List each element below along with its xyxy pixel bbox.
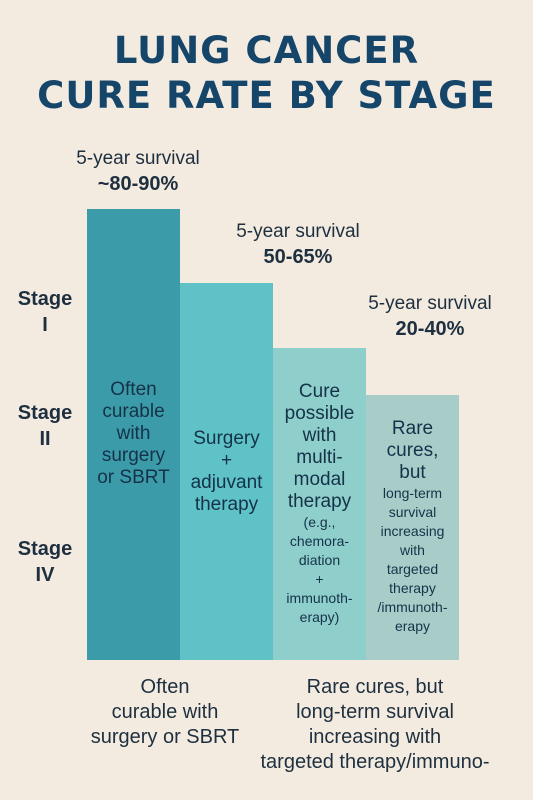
bar-small-text: /immunoth-: [377, 599, 448, 616]
bar-small-text: (e.g.,: [303, 514, 336, 531]
stage-word: Stage: [17, 538, 73, 560]
bar-small-text: therapy: [389, 580, 436, 597]
note-line: increasing with: [308, 726, 442, 748]
bar-text: multi-: [296, 447, 343, 469]
page-title: LUNG CANCER CURE RATE BY STAGE: [0, 28, 533, 118]
stage-word: Stage: [17, 402, 73, 424]
note-line: Rare cures, but: [306, 676, 444, 698]
note-line: curable with: [111, 701, 219, 723]
bar-small-text: with: [400, 542, 425, 559]
bottom-note-late: Rare cures, but long-term survival incre…: [230, 675, 520, 775]
bar-stage-1: Often curable with surgery or SBRT: [87, 208, 180, 660]
bar-small-text: immunoth-: [286, 590, 353, 607]
bar-text: with: [116, 423, 151, 445]
stage-numeral: I: [42, 314, 48, 336]
bar-text: curable: [102, 401, 165, 423]
bar-small-text: targeted: [386, 561, 439, 578]
bar-stage-3: Cure possible with multi- modal therapy …: [273, 348, 366, 660]
bar-text: Cure: [298, 381, 341, 403]
annotation-label: 5-year survival: [76, 148, 200, 169]
bar-text: adjuvant: [190, 471, 263, 493]
bar-small-text: erapy: [394, 618, 431, 635]
bar-stage-2: Surgery + adjuvant therapy: [180, 283, 273, 660]
stage-numeral: II: [39, 428, 51, 450]
annotation-label: 5-year survival: [368, 293, 492, 314]
bar-text: therapy: [194, 493, 259, 515]
bar-text: with: [302, 425, 337, 447]
bottom-note-early: Often curable with surgery or SBRT: [60, 675, 270, 750]
bar-text: Often: [110, 379, 157, 401]
annotation-value: ~80-90%: [97, 173, 179, 195]
bar-stage-4: Rare cures, but long-term survival incre…: [366, 394, 459, 660]
title-line-2: CURE RATE BY STAGE: [37, 74, 496, 117]
bar-text: but: [399, 462, 426, 484]
bar-text: therapy: [287, 491, 352, 513]
bar-small-text: diation: [298, 552, 341, 569]
annotation-value: 20-40%: [395, 318, 465, 340]
stage-label-iv: Stage IV: [10, 536, 80, 588]
note-line: targeted therapy/immuno-: [260, 751, 490, 773]
note-line: long-term survival: [296, 701, 454, 723]
bar-text: surgery: [101, 445, 166, 467]
bar-text: modal: [293, 469, 346, 491]
note-line: surgery or SBRT: [90, 726, 240, 748]
annotation-stage-2: 5-year survival 50-65%: [198, 220, 398, 270]
bar-small-text: long-term: [382, 485, 443, 502]
stage-label-ii: Stage II: [10, 400, 80, 452]
bar-text: Rare: [391, 418, 434, 440]
annotation-value: 50-65%: [263, 246, 333, 268]
bar-small-text: erapy): [299, 609, 340, 626]
stage-label-i: Stage I: [10, 286, 80, 338]
annotation-stage-3: 5-year survival 20-40%: [330, 292, 530, 342]
bar-text: +: [220, 449, 233, 471]
annotation-label: 5-year survival: [236, 221, 360, 242]
stage-numeral: IV: [35, 564, 55, 586]
bar-text: Surgery: [193, 427, 260, 449]
bar-small-text: +: [315, 571, 324, 588]
stage-word: Stage: [17, 288, 73, 310]
bar-text: or SBRT: [97, 467, 170, 489]
note-line: Often: [140, 676, 190, 698]
bar-small-text: increasing: [380, 523, 445, 540]
bar-text: cures,: [386, 440, 439, 462]
annotation-stage-1: 5-year survival ~80-90%: [38, 147, 238, 197]
bar-small-text: chemora-: [289, 533, 350, 550]
bar-text: possible: [284, 403, 355, 425]
bar-small-text: survival: [388, 504, 437, 521]
title-line-1: LUNG CANCER: [113, 29, 420, 72]
